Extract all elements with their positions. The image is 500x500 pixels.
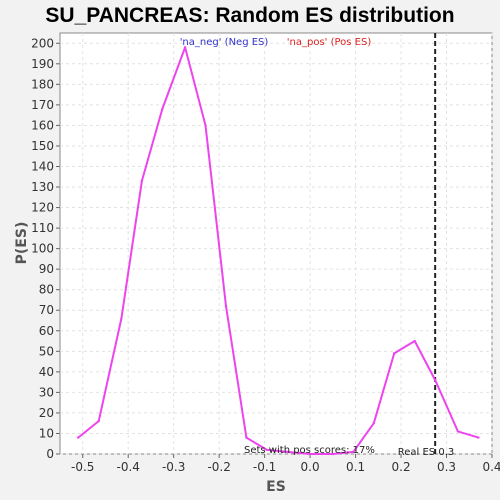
data-point (433, 378, 437, 382)
y-tick-label: 110 (31, 221, 54, 235)
y-tick-label: 150 (31, 139, 54, 153)
plot-area (59, 32, 493, 455)
data-point (245, 436, 248, 439)
data-point (183, 46, 187, 49)
data-point (352, 450, 355, 454)
y-tick-label: 130 (31, 180, 54, 194)
y-tick-label: 0 (46, 447, 54, 461)
data-point (265, 448, 269, 452)
y-tick-label: 20 (39, 406, 54, 420)
data-point (393, 352, 396, 355)
series-group (76, 46, 480, 456)
y-tick-label: 50 (39, 344, 54, 358)
y-tick-label: 40 (39, 365, 54, 379)
y-tick-label: 140 (31, 159, 54, 173)
real-es-label: Real ES 0.3 (398, 447, 454, 458)
data-point (477, 436, 480, 439)
data-point (76, 436, 80, 439)
x-tick-label: 0.4 (482, 460, 500, 474)
x-tick-label: 0.3 (437, 460, 456, 474)
y-axis-label: P(ES) (14, 222, 30, 265)
x-axis-ticks: -0.5 -0.4 -0.3 -0.2 -0.1 0.0 0.1 0.2 0.3 0.4 (71, 454, 500, 474)
y-tick-label: 90 (39, 262, 54, 276)
x-tick-label: -0.4 (116, 460, 139, 474)
x-tick-label: -0.3 (162, 460, 185, 474)
series-line-0 (77, 46, 479, 455)
data-point (140, 179, 144, 183)
chart-title: SU_PANCREAS: Random ES distribution (45, 4, 454, 27)
x-tick-label: -0.2 (207, 460, 230, 474)
y-tick-label: 200 (31, 36, 54, 50)
data-point (120, 317, 123, 320)
x-tick-label: -0.1 (253, 460, 276, 474)
x-tick-label: 0.0 (301, 460, 320, 474)
y-tick-label: 70 (39, 303, 54, 317)
y-tick-label: 190 (31, 57, 54, 71)
y-tick-label: 100 (31, 242, 54, 256)
y-tick-label: 60 (39, 324, 54, 338)
pos-scores-annotation: Sets with pos scores: 17% (244, 445, 375, 456)
grid (60, 33, 493, 455)
x-axis-label: ES (266, 479, 286, 495)
y-tick-label: 80 (39, 283, 54, 297)
x-tick-label: 0.1 (346, 460, 365, 474)
data-point (413, 339, 416, 343)
data-point (204, 124, 207, 127)
data-point (308, 452, 312, 456)
y-axis-ticks: 0 10 20 30 40 50 60 70 80 90 100 110 120 130 140 150 160… (31, 36, 60, 461)
y-tick-label: 30 (39, 385, 54, 399)
data-point (372, 421, 375, 425)
legend-neg: 'na_neg' (Neg ES) (180, 37, 269, 48)
y-tick-label: 10 (39, 426, 54, 440)
data-point (286, 450, 289, 454)
data-point (161, 107, 164, 111)
y-tick-label: 170 (31, 98, 54, 112)
data-point (224, 304, 228, 308)
y-tick-label: 120 (31, 201, 54, 215)
y-tick-label: 180 (31, 77, 54, 91)
x-tick-label: -0.5 (71, 460, 94, 474)
data-point (331, 452, 335, 456)
legend-pos: 'na_pos' (Pos ES) (287, 37, 372, 48)
data-point (97, 419, 100, 423)
data-point (456, 430, 460, 433)
y-tick-label: 160 (31, 118, 54, 132)
x-tick-label: 0.2 (392, 460, 411, 474)
